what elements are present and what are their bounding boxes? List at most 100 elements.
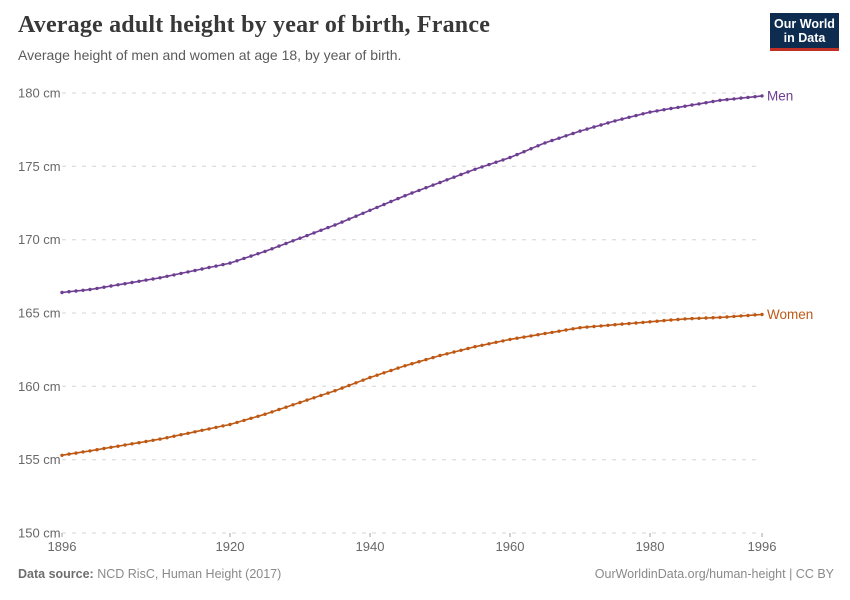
- data-point[interactable]: [445, 178, 449, 182]
- data-point[interactable]: [263, 249, 267, 254]
- data-point[interactable]: [655, 109, 659, 113]
- data-point[interactable]: [158, 437, 162, 441]
- data-point[interactable]: [725, 97, 729, 102]
- data-point[interactable]: [466, 346, 470, 351]
- data-point[interactable]: [641, 320, 645, 325]
- data-point[interactable]: [494, 160, 498, 164]
- data-point[interactable]: [410, 362, 414, 366]
- data-point[interactable]: [410, 191, 414, 195]
- data-point[interactable]: [753, 313, 757, 317]
- data-point[interactable]: [158, 276, 162, 280]
- data-point[interactable]: [347, 217, 351, 221]
- data-point[interactable]: [480, 165, 484, 169]
- data-point[interactable]: [256, 414, 260, 418]
- data-point[interactable]: [564, 328, 568, 332]
- data-point[interactable]: [718, 98, 722, 103]
- data-point[interactable]: [662, 318, 666, 323]
- data-point[interactable]: [60, 290, 64, 295]
- data-point[interactable]: [676, 105, 680, 110]
- data-point[interactable]: [95, 286, 99, 291]
- data-point[interactable]: [375, 373, 379, 377]
- data-point[interactable]: [298, 400, 302, 405]
- data-point[interactable]: [165, 274, 169, 278]
- data-point[interactable]: [361, 211, 365, 215]
- data-point[interactable]: [564, 134, 568, 138]
- owid-logo[interactable]: Our World in Data: [770, 13, 839, 51]
- data-point[interactable]: [354, 381, 358, 385]
- data-point[interactable]: [718, 315, 722, 320]
- data-point[interactable]: [676, 317, 680, 322]
- data-point[interactable]: [550, 138, 554, 143]
- data-point[interactable]: [417, 360, 421, 364]
- data-point[interactable]: [557, 329, 561, 333]
- data-point[interactable]: [487, 162, 491, 167]
- data-point[interactable]: [172, 434, 176, 438]
- data-point[interactable]: [319, 228, 323, 232]
- data-point[interactable]: [452, 350, 456, 354]
- series-label-women[interactable]: Women: [767, 307, 813, 322]
- data-point[interactable]: [256, 252, 260, 256]
- data-point[interactable]: [382, 371, 386, 375]
- data-point[interactable]: [179, 433, 183, 437]
- data-point[interactable]: [459, 172, 463, 177]
- data-point[interactable]: [543, 331, 547, 336]
- data-point[interactable]: [606, 121, 610, 125]
- data-point[interactable]: [627, 115, 631, 120]
- data-point[interactable]: [221, 262, 225, 267]
- data-point[interactable]: [473, 345, 477, 349]
- data-point[interactable]: [382, 202, 386, 207]
- data-point[interactable]: [333, 389, 337, 393]
- data-point[interactable]: [508, 337, 512, 342]
- attribution-link[interactable]: OurWorldinData.org/human-height | CC BY: [594, 567, 834, 581]
- data-point[interactable]: [221, 424, 225, 428]
- data-point[interactable]: [144, 439, 148, 444]
- data-point[interactable]: [515, 336, 519, 340]
- data-point[interactable]: [375, 205, 379, 210]
- data-point[interactable]: [585, 325, 589, 329]
- data-point[interactable]: [620, 117, 624, 121]
- data-point[interactable]: [95, 448, 99, 452]
- data-point[interactable]: [466, 170, 470, 174]
- data-point[interactable]: [123, 443, 127, 447]
- data-point[interactable]: [613, 119, 617, 123]
- data-point[interactable]: [312, 396, 316, 400]
- data-point[interactable]: [326, 225, 330, 230]
- data-point[interactable]: [508, 155, 512, 160]
- data-point[interactable]: [634, 113, 638, 118]
- data-point[interactable]: [501, 158, 505, 162]
- data-point[interactable]: [690, 103, 694, 107]
- data-point[interactable]: [179, 271, 183, 276]
- data-point[interactable]: [291, 239, 295, 243]
- data-point[interactable]: [403, 364, 407, 368]
- data-point[interactable]: [753, 95, 757, 99]
- data-point[interactable]: [599, 123, 603, 127]
- data-point[interactable]: [739, 314, 743, 318]
- data-point[interactable]: [186, 431, 190, 435]
- data-point[interactable]: [67, 290, 71, 294]
- data-point[interactable]: [60, 453, 64, 457]
- data-point[interactable]: [473, 167, 477, 171]
- data-point[interactable]: [389, 368, 393, 373]
- data-point[interactable]: [305, 398, 309, 402]
- data-point[interactable]: [347, 383, 351, 388]
- data-point[interactable]: [193, 268, 197, 273]
- data-point[interactable]: [116, 444, 120, 448]
- data-point[interactable]: [487, 342, 491, 346]
- data-point[interactable]: [557, 136, 561, 140]
- data-point[interactable]: [634, 321, 638, 325]
- data-point[interactable]: [242, 256, 246, 261]
- data-point[interactable]: [319, 393, 323, 398]
- data-point[interactable]: [648, 110, 652, 114]
- data-point[interactable]: [74, 451, 78, 455]
- data-point[interactable]: [312, 231, 316, 235]
- data-point[interactable]: [571, 131, 575, 136]
- data-point[interactable]: [543, 141, 547, 145]
- data-point[interactable]: [494, 340, 498, 344]
- data-point[interactable]: [711, 99, 715, 104]
- data-point[interactable]: [662, 108, 666, 112]
- data-point[interactable]: [137, 279, 141, 283]
- data-point[interactable]: [116, 283, 120, 287]
- data-point[interactable]: [81, 450, 85, 454]
- data-point[interactable]: [641, 112, 645, 116]
- data-point[interactable]: [235, 259, 239, 263]
